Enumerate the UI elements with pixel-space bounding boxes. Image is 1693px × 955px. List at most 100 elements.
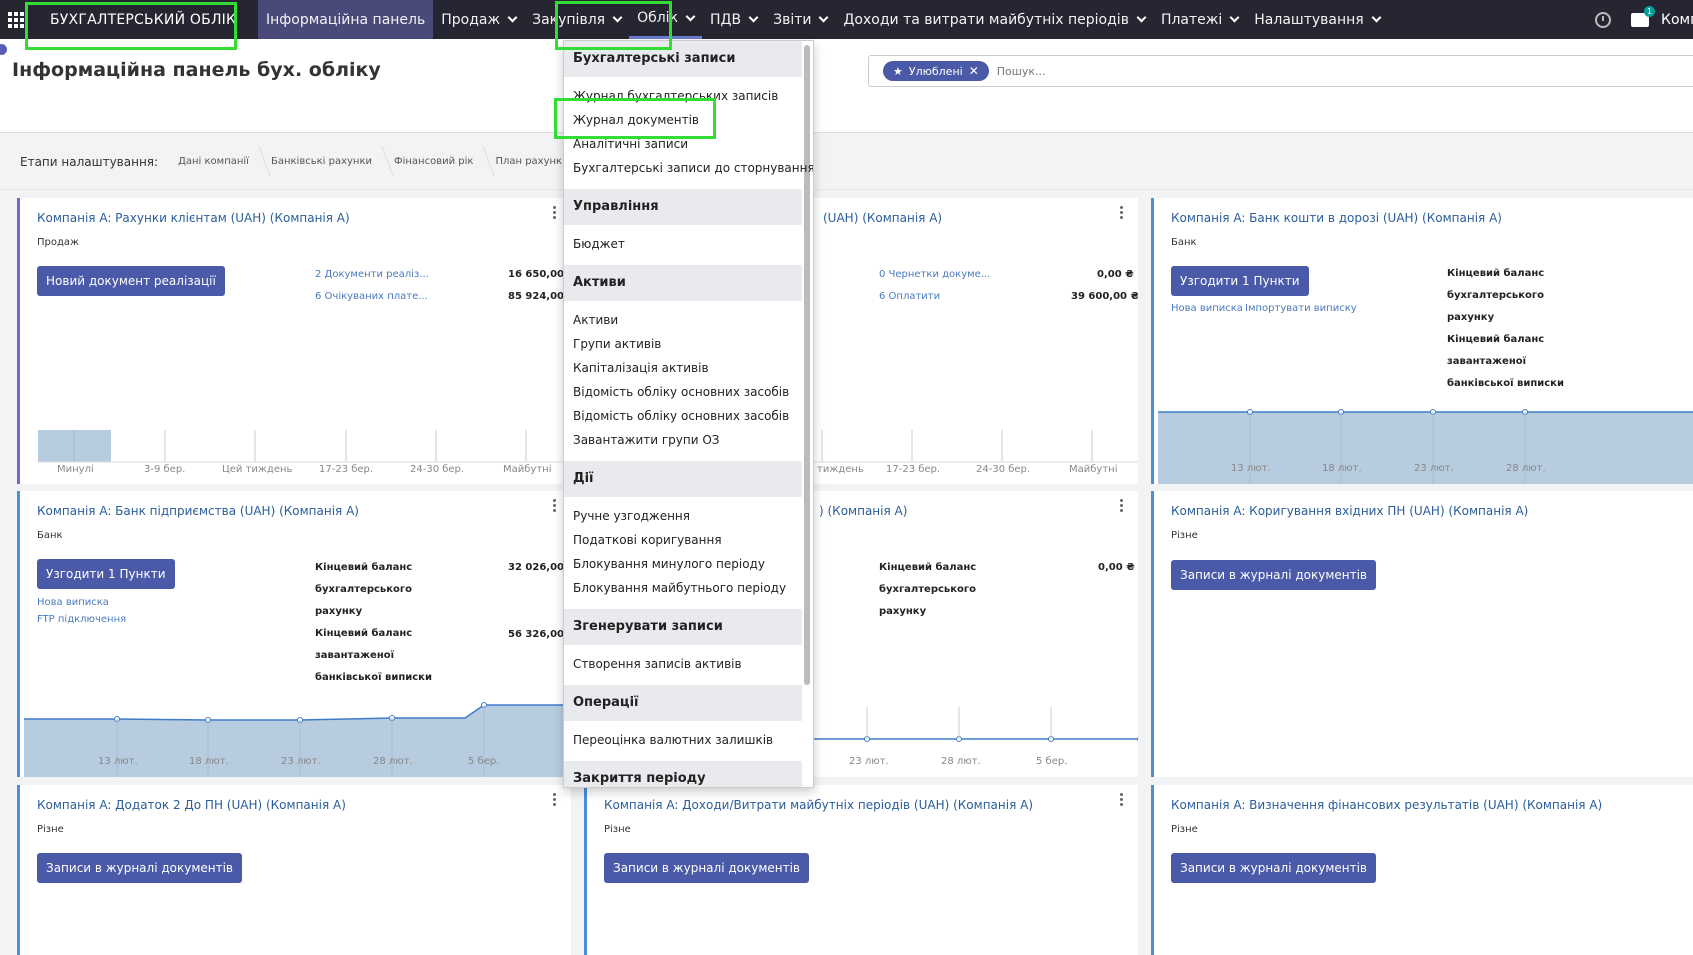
accounting-dropdown-menu: Бухгалтерські записи Журнал бухгалтерськ… <box>563 40 814 788</box>
journal-card-results: Компанія A: Визначення фінансових резуль… <box>1151 785 1693 955</box>
nav-accounting[interactable]: Облік <box>629 0 703 39</box>
journal-entries-button[interactable]: Записи в журналі документів <box>37 853 243 883</box>
kebab-menu-icon[interactable] <box>553 206 557 219</box>
nav-deferred[interactable]: Доходи та витрати майбутніх періодів <box>835 0 1152 39</box>
menu-item-lock-future-period[interactable]: Блокування майбутнього періоду <box>573 581 787 595</box>
balance-label-line: завантаженої <box>315 650 395 661</box>
dropdown-section-header: Бухгалтерські записи <box>564 41 802 77</box>
kebab-menu-icon[interactable] <box>1120 206 1124 219</box>
axis-label: 28 лют. <box>1506 463 1546 474</box>
balance-label-line: бухгалтерського <box>879 584 976 595</box>
menu-item-analytic-items[interactable]: Аналітичні записи <box>573 137 689 151</box>
kebab-menu-icon[interactable] <box>553 499 557 512</box>
axis-label: 23 лют. <box>281 756 321 767</box>
new-statement-link[interactable]: Нова виписка <box>37 597 109 608</box>
activity-clock-icon[interactable] <box>1595 11 1611 28</box>
menu-item-lock-past-period[interactable]: Блокування минулого періоду <box>573 557 765 571</box>
nav-settings[interactable]: Налаштування <box>1246 0 1387 39</box>
setup-step-company[interactable]: Дані компанії <box>178 156 271 167</box>
ftp-connection-link[interactable]: FTP підключення <box>37 614 127 625</box>
company-switcher[interactable]: Комп <box>1661 11 1693 28</box>
card-title[interactable]: Компанія A: Банк кошти в дорозі (UAH) (К… <box>1171 211 1502 225</box>
dropdown-section-header: Активи <box>564 265 802 301</box>
nav-reports[interactable]: Звіти <box>765 0 835 39</box>
card-title[interactable]: Компанія A: Банк підприємства (UAH) (Ком… <box>37 504 359 518</box>
menu-item-journal-items[interactable]: Журнал бухгалтерських записів <box>573 89 779 103</box>
chevron-down-icon <box>1229 12 1240 23</box>
reconcile-button[interactable]: Узгодити 1 Пункти <box>1171 266 1309 296</box>
search-input[interactable] <box>996 64 1297 78</box>
card-title[interactable]: Компанія A: Рахунки клієнтам (UAH) (Комп… <box>37 211 350 225</box>
kebab-menu-icon[interactable] <box>1120 499 1124 512</box>
setup-step-fiscal-year[interactable]: Фінансовий рік <box>394 156 495 167</box>
awaiting-payments-link[interactable]: 6 Очікуваних плате... <box>315 291 428 302</box>
nav-purchase-label: Закупівля <box>532 11 606 28</box>
card-title[interactable]: (UAH) (Компанія A) <box>823 211 943 225</box>
menu-item-fixed-assets-register-2[interactable]: Відомість обліку основних засобів <box>573 409 790 423</box>
setup-step-chart-of-accounts[interactable]: План рахунків <box>495 156 592 167</box>
axis-label: 5 бер. <box>1036 756 1068 767</box>
card-title[interactable]: ) (Компанія A) <box>819 504 908 518</box>
card-type: Різне <box>604 824 631 835</box>
app-brand[interactable]: БУХГАЛТЕРСЬКИЙ ОБЛІК <box>50 11 237 28</box>
menu-item-assets[interactable]: Активи <box>573 313 619 327</box>
nav-dashboard[interactable]: Інформаційна панель <box>258 0 434 39</box>
import-statement-link[interactable]: Імпортувати виписку <box>1245 303 1357 314</box>
menu-item-fixed-assets-register[interactable]: Відомість обліку основних засобів <box>573 385 790 399</box>
card-title[interactable]: Компанія A: Визначення фінансових резуль… <box>1171 798 1603 812</box>
menu-item-load-asset-groups[interactable]: Завантажити групи ОЗ <box>573 433 720 447</box>
new-invoice-button[interactable]: Новий документ реалізації <box>37 266 225 296</box>
journal-entries-button[interactable]: Записи в журналі документів <box>604 853 810 883</box>
setup-step-bank[interactable]: Банківські рахунки <box>271 156 394 167</box>
facet-favorites[interactable]: ★ Улюблені ✕ <box>883 61 989 81</box>
draft-invoices-link[interactable]: 2 Документи реаліз... <box>315 269 429 280</box>
nav-purchase[interactable]: Закупівля <box>524 0 629 39</box>
apps-menu-icon[interactable] <box>0 0 32 39</box>
kebab-menu-icon[interactable] <box>1120 793 1124 806</box>
close-icon[interactable]: ✕ <box>968 64 979 78</box>
dropdown-section-header: Операції <box>564 685 802 721</box>
menu-item-tax-adjustments[interactable]: Податкові коригування <box>573 533 722 547</box>
axis-label: Минулі <box>57 464 94 475</box>
chevron-down-icon <box>685 11 696 21</box>
axis-label: 17-23 бер. <box>886 464 941 475</box>
dropdown-scrollbar[interactable] <box>804 45 810 685</box>
search-bar[interactable]: ★ Улюблені ✕ <box>868 55 1693 87</box>
menu-item-currency-revaluation[interactable]: Переоцінка валютних залишків <box>573 733 774 747</box>
axis-label: 3-9 бер. <box>144 464 186 475</box>
menu-item-budget[interactable]: Бюджет <box>573 237 625 251</box>
axis-label: 17-23 бер. <box>319 464 374 475</box>
to-pay-link[interactable]: 6 Оплатити <box>879 291 941 302</box>
nav-vat[interactable]: ПДВ <box>702 0 765 39</box>
menu-item-create-asset-entries[interactable]: Створення записів активів <box>573 657 742 671</box>
menu-item-manual-reconciliation[interactable]: Ручне узгодження <box>573 509 690 523</box>
card-title[interactable]: Компанія A: Коригування вхідних ПН (UAH)… <box>1171 504 1529 518</box>
setup-steps-bar: Етапи налаштування: Дані компанії Банків… <box>0 134 1693 190</box>
to-pay-amount: 39 600,00 ₴ <box>1071 291 1138 302</box>
kebab-menu-icon[interactable] <box>553 793 557 806</box>
journal-entries-button[interactable]: Записи в журналі документів <box>1171 560 1377 590</box>
nav-sales[interactable]: Продаж <box>433 0 524 39</box>
nav-payments[interactable]: Платежі <box>1153 0 1246 39</box>
nav-reports-label: Звіти <box>773 11 812 28</box>
menu-item-asset-groups[interactable]: Групи активів <box>573 337 662 351</box>
card-title[interactable]: Компанія A: Доходи/Витрати майбутніх пер… <box>604 798 1033 812</box>
draft-bills-link[interactable]: 0 Чернетки докуме... <box>879 269 991 280</box>
top-navbar: БУХГАЛТЕРСЬКИЙ ОБЛІК Інформаційна панель… <box>0 0 1693 39</box>
balance-label-line: рахунку <box>1447 312 1495 323</box>
new-statement-link[interactable]: Нова виписка <box>1171 303 1243 314</box>
axis-label: 24-30 бер. <box>976 464 1031 475</box>
journal-card-addendum: Компанія A: Додаток 2 До ПН (UAH) (Компа… <box>17 785 571 955</box>
menu-item-journal-entries[interactable]: Журнал документів <box>573 113 699 127</box>
reconcile-button[interactable]: Узгодити 1 Пункти <box>37 559 175 589</box>
menu-item-asset-capitalization[interactable]: Капіталізація активів <box>573 361 709 375</box>
journal-entries-button[interactable]: Записи в журналі документів <box>1171 853 1377 883</box>
axis-label: 23 лют. <box>849 756 889 767</box>
balance-label-line: рахунку <box>315 606 363 617</box>
card-title[interactable]: Компанія A: Додаток 2 До ПН (UAH) (Компа… <box>37 798 346 812</box>
chat-badge: 1 <box>1644 5 1655 17</box>
menu-item-entries-to-reverse[interactable]: Бухгалтерські записи до сторнування <box>573 161 814 175</box>
chat-icon[interactable]: 1 <box>1631 5 1655 27</box>
back-dot-icon[interactable] <box>0 44 7 55</box>
dropdown-section-header: Управління <box>564 189 802 225</box>
